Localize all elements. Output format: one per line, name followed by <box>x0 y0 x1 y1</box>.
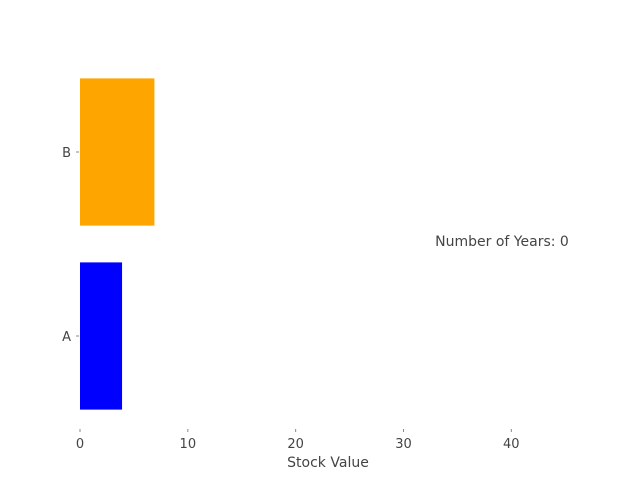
x-tick-label: 10 <box>180 437 197 452</box>
y-tick-label: A <box>62 330 71 345</box>
x-tick-label: 30 <box>395 437 412 452</box>
x-tick-label: 0 <box>76 437 84 452</box>
bar-b <box>80 78 155 226</box>
bar-a <box>80 262 123 410</box>
y-tick-label: B <box>62 146 71 161</box>
x-tick-label: 40 <box>503 437 520 452</box>
x-axis-label: Stock Value <box>287 455 369 471</box>
years-annotation: Number of Years: 0 <box>435 234 569 250</box>
bars-layer <box>80 78 155 410</box>
y-axis: AB <box>62 146 79 345</box>
x-tick-label: 20 <box>287 437 304 452</box>
x-axis: 0 10 20 30 40 <box>76 429 520 452</box>
